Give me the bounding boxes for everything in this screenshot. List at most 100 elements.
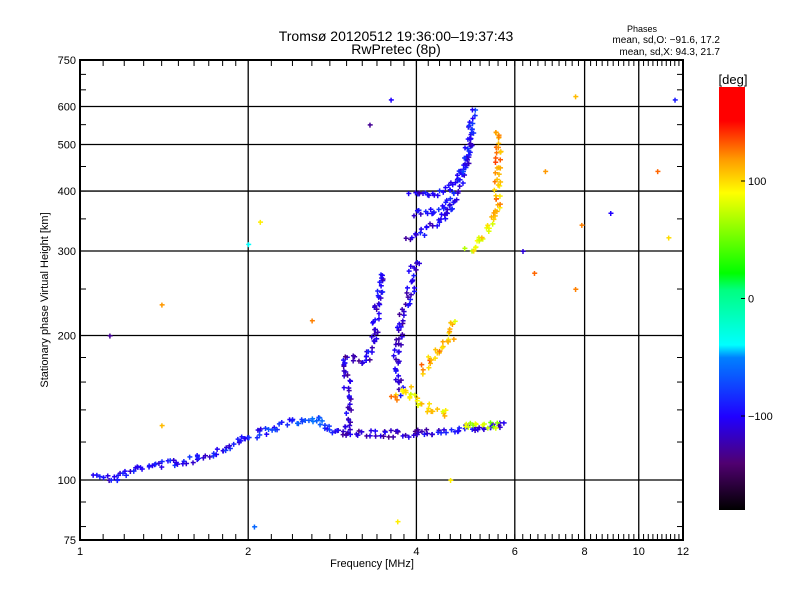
data-point-v	[467, 424, 470, 430]
data-point-v	[321, 418, 323, 424]
data-point	[375, 288, 381, 294]
data-point-v	[232, 441, 235, 447]
data-point-v	[470, 130, 473, 136]
data-point	[427, 401, 433, 407]
data-point-v	[148, 463, 150, 469]
data-point-v	[400, 324, 402, 330]
data-point	[380, 276, 386, 282]
data-point	[481, 421, 487, 427]
data-point-v	[371, 349, 373, 355]
data-point	[428, 357, 434, 363]
data-point	[363, 357, 369, 363]
data-point-v	[494, 213, 496, 219]
data-point	[456, 425, 462, 431]
data-point	[469, 143, 475, 149]
data-point-v	[319, 422, 321, 428]
data-point	[403, 388, 409, 394]
data-point	[435, 406, 441, 412]
data-point	[411, 273, 417, 279]
data-point	[122, 468, 128, 474]
chart-title-line1: Tromsø 20120512 19:36:00–19:37:43	[279, 28, 514, 44]
data-point-v	[448, 182, 450, 188]
data-point-v	[471, 107, 474, 113]
data-point-v	[117, 473, 119, 479]
data-point	[470, 116, 476, 122]
data-point-v	[398, 321, 401, 327]
data-point	[105, 473, 111, 479]
data-point	[440, 339, 446, 345]
y-tick-label: 500	[58, 140, 76, 152]
data-point	[340, 432, 346, 438]
data-point	[543, 169, 549, 175]
data-point	[386, 434, 392, 440]
data-point-v	[420, 362, 423, 368]
data-point	[501, 420, 507, 426]
data-point-v	[452, 190, 455, 196]
data-point-v	[352, 358, 354, 364]
data-point	[372, 327, 378, 333]
data-point	[394, 397, 400, 403]
data-point-v	[449, 202, 451, 208]
data-point-v	[415, 260, 418, 266]
data-point	[347, 427, 353, 433]
data-point-v	[448, 326, 451, 332]
data-point-v	[494, 159, 497, 165]
data-point	[306, 418, 312, 424]
data-point	[393, 357, 399, 363]
data-point-v	[92, 472, 94, 478]
data-point-v	[394, 366, 396, 372]
data-point	[463, 424, 469, 430]
data-point	[429, 432, 435, 438]
data-point	[464, 163, 470, 169]
data-point	[181, 459, 187, 465]
data-point	[397, 321, 403, 327]
data-point-v	[398, 336, 400, 342]
data-point-v	[244, 436, 246, 442]
grid-lines	[80, 60, 683, 540]
data-point-v	[458, 425, 460, 431]
data-point-v	[581, 222, 583, 228]
data-point-v	[348, 393, 350, 399]
data-point	[479, 235, 485, 241]
data-point	[341, 373, 347, 379]
data-point-v	[196, 452, 198, 458]
data-point-v	[478, 235, 480, 241]
data-point	[449, 206, 455, 212]
data-point-v	[468, 123, 470, 129]
data-point	[450, 321, 456, 327]
data-point-v	[494, 170, 497, 176]
data-point-v	[437, 429, 439, 435]
data-point-v	[469, 150, 471, 156]
data-point	[381, 434, 387, 440]
data-point	[342, 360, 348, 366]
data-point	[350, 353, 356, 359]
data-point	[388, 97, 394, 103]
data-point-v	[398, 312, 401, 318]
data-point	[456, 189, 462, 195]
data-point	[408, 297, 414, 303]
data-point-v	[396, 428, 399, 434]
data-point-v	[349, 402, 351, 408]
data-point-v	[449, 196, 452, 202]
data-point-v	[356, 432, 359, 438]
data-point	[295, 421, 301, 427]
data-point	[466, 123, 472, 129]
data-point	[573, 94, 579, 100]
data-point-v	[358, 428, 360, 434]
x-tick-label: 4	[413, 546, 419, 558]
data-point	[443, 216, 449, 222]
data-point	[495, 182, 501, 188]
data-point	[428, 207, 434, 213]
chart-title-line2: RwPretec (8p)	[351, 41, 440, 57]
data-point-v	[428, 193, 430, 199]
data-point-v	[438, 348, 441, 354]
data-point-v	[491, 221, 494, 227]
data-point-v	[445, 430, 447, 436]
data-point-v	[466, 163, 468, 169]
data-point-v	[398, 387, 400, 393]
data-point-v	[113, 474, 116, 480]
data-point	[368, 428, 374, 434]
data-point	[388, 394, 394, 400]
data-point-v	[499, 193, 501, 199]
data-point-v	[495, 150, 498, 156]
